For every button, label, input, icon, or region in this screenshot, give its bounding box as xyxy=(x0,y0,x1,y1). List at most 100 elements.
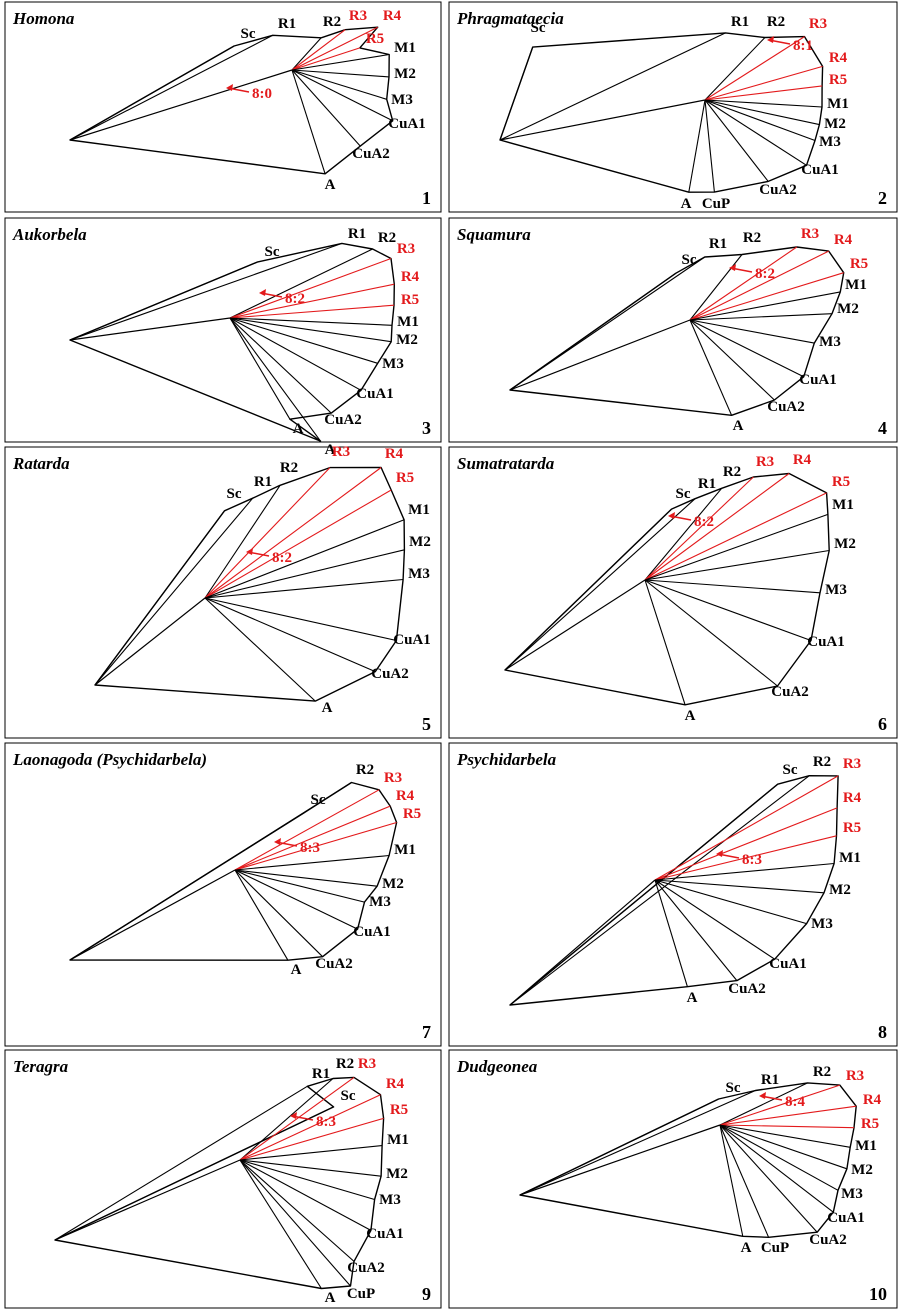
vein-label: M3 xyxy=(408,566,430,582)
vein-label: R2 xyxy=(378,230,396,246)
vein-label: R4 xyxy=(396,788,415,804)
vein xyxy=(689,100,705,192)
arrow-head xyxy=(259,289,266,296)
vein xyxy=(500,100,705,140)
vein xyxy=(690,314,832,320)
vein-label: R3 xyxy=(809,16,827,32)
arrow-head xyxy=(759,1092,766,1099)
vein-label: M3 xyxy=(819,134,841,150)
vein xyxy=(510,320,690,390)
vein xyxy=(205,598,375,672)
panel-number: 3 xyxy=(422,418,431,438)
panel-number: 9 xyxy=(422,1284,431,1304)
vein-label: M1 xyxy=(832,497,854,513)
vein-label: CuA1 xyxy=(827,1210,865,1226)
vein-label: R5 xyxy=(843,820,861,836)
vein xyxy=(70,46,234,140)
panel-title: Ratarda xyxy=(12,454,70,473)
vein xyxy=(505,499,695,670)
vein-label: R5 xyxy=(403,806,421,822)
vein xyxy=(510,880,655,1005)
vein-label: Sc xyxy=(227,486,242,502)
arrow-head xyxy=(668,512,675,519)
vein-label: M3 xyxy=(369,894,391,910)
vein-label: CuA1 xyxy=(807,634,845,650)
vein xyxy=(690,251,829,320)
vein-label: R2 xyxy=(336,1056,354,1072)
vein xyxy=(705,100,807,165)
vein xyxy=(205,550,404,598)
vein-label: M1 xyxy=(845,277,867,293)
vein xyxy=(292,70,389,77)
vein-label: M1 xyxy=(397,314,419,330)
vein-label: R4 xyxy=(863,1092,882,1108)
vein xyxy=(205,490,391,598)
vein-label: R4 xyxy=(834,232,853,248)
vein-label: R3 xyxy=(332,444,350,460)
vein xyxy=(70,70,292,140)
vein-label: Sc xyxy=(341,1088,356,1104)
vein xyxy=(655,880,737,981)
panel-title: Sumatratarda xyxy=(457,454,555,473)
vein-label: CuA1 xyxy=(353,924,391,940)
vein-label: CuA2 xyxy=(728,981,766,997)
panel-title: Aukorbela xyxy=(12,225,87,244)
vein xyxy=(235,870,358,929)
vein-label: R5 xyxy=(850,256,868,272)
vein-label: Sc xyxy=(682,252,697,268)
vein-label: CuA2 xyxy=(771,684,809,700)
panel-title: Laonagoda (Psychidarbela) xyxy=(12,750,207,769)
vein xyxy=(500,33,726,140)
vein xyxy=(720,1125,854,1128)
vein-label: CuA1 xyxy=(799,372,837,388)
vein xyxy=(510,776,809,1005)
vein-label: R4 xyxy=(386,1076,405,1092)
vein xyxy=(70,318,230,340)
vein-label: A xyxy=(733,418,744,434)
vein-label: M3 xyxy=(379,1192,401,1208)
vein-label: R2 xyxy=(356,762,374,778)
vein-label: R1 xyxy=(709,236,727,252)
wing-outline xyxy=(520,1083,856,1237)
vein xyxy=(500,47,533,140)
vein-label: CuA1 xyxy=(366,1226,404,1242)
vein xyxy=(705,66,823,100)
wing-outline xyxy=(500,33,823,192)
vein-label: A xyxy=(741,1240,752,1256)
vein xyxy=(690,292,840,320)
vein-label: M2 xyxy=(829,882,851,898)
vein-label: R5 xyxy=(401,292,419,308)
vein xyxy=(205,598,315,701)
panel-title: Dudgeonea xyxy=(456,1057,538,1076)
vein-label: R3 xyxy=(846,1068,864,1084)
panel-number: 2 xyxy=(878,188,887,208)
vein-label: Sc xyxy=(676,486,691,502)
vein xyxy=(55,1160,240,1240)
vein-label: R2 xyxy=(767,14,785,30)
vein-label: A xyxy=(322,700,333,716)
vein-label: R4 xyxy=(843,790,862,806)
panel-number: 7 xyxy=(422,1022,431,1042)
vein-label: M2 xyxy=(396,332,418,348)
vein xyxy=(655,880,807,924)
vein-label: CuA2 xyxy=(347,1260,385,1276)
vein-label: CuA2 xyxy=(809,1232,847,1248)
vein xyxy=(520,1091,755,1196)
vein-label: M1 xyxy=(855,1138,877,1154)
vein-label: CuA2 xyxy=(315,956,353,972)
vein xyxy=(720,1125,817,1232)
ratio-label: 8:3 xyxy=(742,852,762,868)
vein xyxy=(292,70,360,146)
vein xyxy=(655,880,687,987)
vein-label: A xyxy=(685,708,696,724)
vein xyxy=(240,1077,354,1160)
vein xyxy=(720,1125,847,1169)
vein-label: Sc xyxy=(265,244,280,260)
vein xyxy=(690,320,732,415)
vein xyxy=(240,1160,371,1230)
vein-label: Sc xyxy=(783,762,798,778)
vein xyxy=(720,1125,743,1236)
vein-label: CuA1 xyxy=(769,956,807,972)
vein-label: CuA1 xyxy=(801,162,839,178)
ratio-label: 8:2 xyxy=(755,266,775,282)
